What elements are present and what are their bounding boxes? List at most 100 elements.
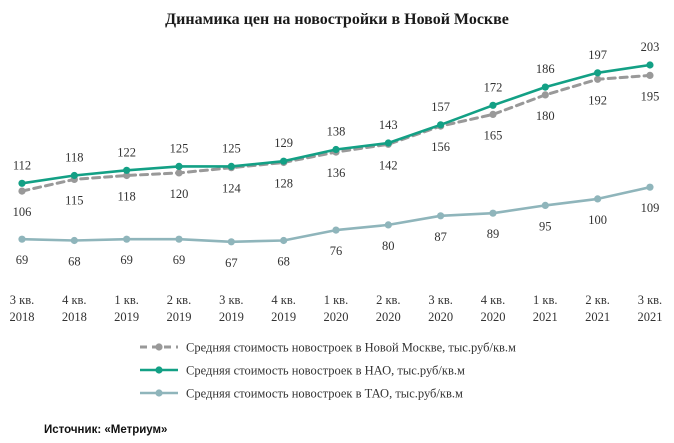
series-2-data-label: 67 — [225, 256, 238, 270]
series-2-point — [18, 235, 26, 243]
series-1-data-label: 186 — [536, 62, 555, 76]
series-0-data-label: 192 — [588, 93, 607, 107]
series-0-point — [646, 71, 654, 79]
x-tick-label: 2019 — [271, 310, 296, 324]
x-tick-label: 2018 — [62, 310, 87, 324]
series-2-data-label: 69 — [120, 253, 133, 267]
x-tick-label: 3 кв. — [428, 293, 452, 307]
series-2-data-label: 89 — [487, 227, 500, 241]
series-2-data-label: 68 — [277, 255, 290, 269]
x-tick-label: 2020 — [376, 310, 401, 324]
series-0-data-label: 136 — [327, 166, 346, 180]
series-1-point — [594, 69, 602, 77]
series-2-point — [332, 226, 340, 234]
series-2-point — [594, 195, 602, 203]
series-2-point — [437, 212, 445, 220]
series-0-data-label: 180 — [536, 109, 555, 123]
chart-title: Динамика цен на новостройки в Новой Моск… — [165, 11, 509, 28]
x-tick-label: 2021 — [585, 310, 610, 324]
series-0-data-label: 165 — [484, 128, 503, 142]
series-1-point — [489, 101, 497, 109]
data-labels: 106 115 118 120 124 128 136 142 156 165 180 192 195 6… — [13, 40, 660, 270]
x-tick-label: 4 кв. — [62, 293, 86, 307]
series-2-point — [384, 221, 392, 229]
series-1-point — [123, 166, 131, 174]
series-1-data-label: 138 — [327, 125, 346, 139]
series-1-data-label: 172 — [484, 80, 503, 94]
series-2-data-label: 69 — [173, 253, 186, 267]
series-0-data-label: 118 — [118, 190, 136, 204]
series-2-point — [646, 183, 654, 191]
series-0-point — [18, 187, 26, 195]
series-2-data-label: 109 — [641, 201, 660, 215]
x-tick-label: 2020 — [323, 310, 348, 324]
x-tick-label: 2019 — [114, 310, 139, 324]
series-2-data-label: 68 — [68, 255, 81, 269]
x-tick-label: 2018 — [10, 310, 35, 324]
x-tick-label: 4 кв. — [271, 293, 295, 307]
legend-swatch-marker — [155, 389, 163, 397]
series-2-point — [175, 235, 183, 243]
x-tick-label: 1 кв. — [114, 293, 138, 307]
series-0-point — [594, 75, 602, 83]
series-2-point — [280, 236, 288, 245]
series-0-point — [489, 110, 497, 118]
series-1-data-label: 197 — [588, 48, 607, 62]
series-2-point — [123, 235, 131, 243]
legend: Средняя стоимость новостроек в Новой Мос… — [140, 341, 516, 401]
series-1-data-label: 112 — [13, 158, 31, 172]
series-1-point — [437, 121, 445, 129]
series-1-point — [332, 145, 340, 154]
x-tick-label: 4 кв. — [481, 293, 505, 307]
series-0-point — [541, 91, 549, 99]
series-0-data-label: 120 — [170, 187, 189, 201]
series-2-point — [70, 236, 78, 245]
source-note: Источник: «Метриум» — [44, 424, 168, 436]
series-0-point — [123, 171, 131, 180]
x-tick-label: 3 кв. — [10, 293, 34, 307]
legend-entry-label: Средняя стоимость новостроек в Новой Мос… — [186, 341, 516, 355]
series-1-data-label: 129 — [274, 136, 293, 150]
x-tick-label: 2020 — [428, 310, 453, 324]
legend-swatch-marker — [155, 343, 163, 351]
series-0-data-label: 124 — [222, 182, 242, 196]
series-1-data-label: 122 — [117, 145, 136, 159]
x-tick-label: 2021 — [637, 310, 662, 324]
series-2-data-label: 100 — [588, 213, 607, 227]
series-1-point — [541, 83, 549, 91]
x-tick-label: 2021 — [533, 310, 558, 324]
series-0-data-label: 142 — [379, 158, 398, 172]
series-1-data-label: 125 — [170, 141, 189, 155]
x-tick-label: 2 кв. — [167, 293, 191, 307]
series-2-point — [489, 209, 497, 217]
x-tick-label: 2019 — [219, 310, 244, 324]
series-1-data-label: 125 — [222, 141, 241, 155]
series-1-point — [18, 179, 26, 187]
series-2-data-label: 95 — [539, 219, 552, 233]
series-0-data-label: 195 — [641, 89, 660, 103]
series-2-point — [541, 201, 549, 209]
series-2-data-label: 76 — [330, 244, 343, 258]
series-2-data-label: 80 — [382, 239, 395, 253]
series-1-point — [384, 139, 392, 147]
series-0-point — [175, 169, 183, 177]
x-tick-label: 2 кв. — [376, 293, 400, 307]
series-1-data-label: 143 — [379, 118, 398, 132]
legend-entry-label: Средняя стоимость новостроек в ТАО, тыс.… — [186, 387, 463, 401]
x-tick-label: 3 кв. — [219, 293, 243, 307]
x-tick-label: 1 кв. — [324, 293, 348, 307]
x-tick-label: 1 кв. — [533, 293, 557, 307]
series-2-data-label: 69 — [16, 253, 29, 267]
x-axis: 3 кв. 2018 4 кв. 2018 1 кв. 2019 2 кв. 2019 3 кв… — [10, 293, 663, 324]
series-1-point — [175, 162, 183, 170]
series-1-point — [70, 171, 78, 180]
series-lines — [18, 61, 654, 246]
series-1-data-label: 118 — [65, 151, 83, 165]
legend-swatch-marker — [155, 366, 163, 374]
series-0-data-label: 128 — [274, 177, 293, 191]
series-1-point — [646, 61, 654, 69]
x-tick-label: 2020 — [480, 310, 505, 324]
series-0-data-label: 156 — [431, 140, 450, 154]
x-tick-label: 2 кв. — [585, 293, 609, 307]
